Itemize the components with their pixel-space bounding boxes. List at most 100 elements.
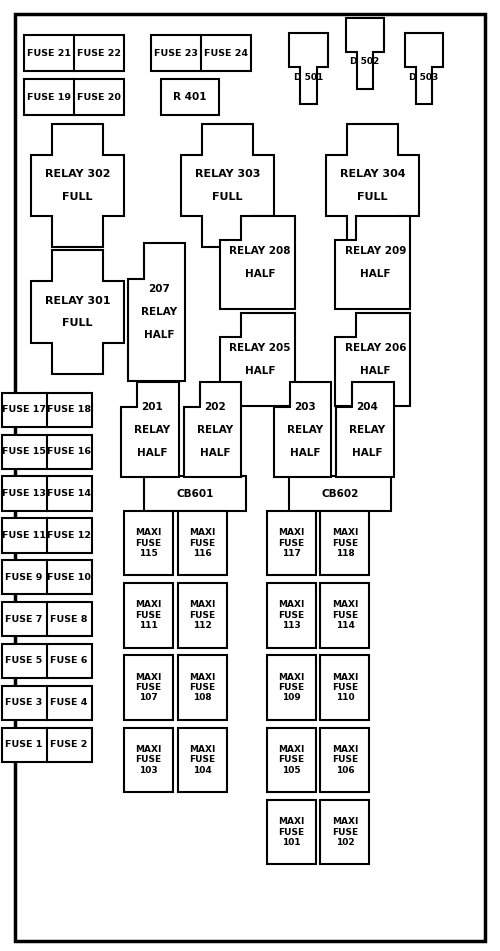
- Text: CB601: CB601: [176, 489, 214, 498]
- Polygon shape: [336, 382, 394, 477]
- Text: FUSE 23: FUSE 23: [154, 49, 198, 58]
- Bar: [178, 728, 226, 792]
- Text: MAXI
FUSE
105: MAXI FUSE 105: [278, 745, 304, 775]
- Text: RELAY 205: RELAY 205: [230, 343, 291, 353]
- Polygon shape: [31, 250, 124, 374]
- Bar: [151, 35, 251, 71]
- Bar: [2, 602, 92, 636]
- Text: MAXI
FUSE
102: MAXI FUSE 102: [332, 817, 358, 847]
- Bar: [124, 655, 172, 720]
- Text: R 401: R 401: [174, 92, 207, 102]
- Text: MAXI
FUSE
117: MAXI FUSE 117: [278, 528, 304, 558]
- Text: FUSE 14: FUSE 14: [47, 489, 91, 498]
- Bar: [161, 79, 219, 115]
- Text: 204: 204: [356, 402, 378, 412]
- Bar: [124, 511, 172, 575]
- Bar: [2, 686, 92, 720]
- Text: 207: 207: [148, 284, 170, 294]
- Bar: [24, 35, 124, 71]
- Text: FUSE 7: FUSE 7: [6, 614, 43, 624]
- Text: RELAY 304: RELAY 304: [340, 169, 406, 179]
- Text: FULL: FULL: [62, 192, 93, 202]
- Text: MAXI
FUSE
109: MAXI FUSE 109: [278, 672, 304, 703]
- Bar: [2, 476, 92, 511]
- Text: HALF: HALF: [137, 448, 168, 457]
- Text: RELAY: RELAY: [350, 425, 386, 435]
- Bar: [320, 655, 370, 720]
- Bar: [178, 583, 226, 648]
- Text: 201: 201: [142, 402, 164, 412]
- Text: RELAY: RELAY: [287, 425, 323, 435]
- Text: FUSE 13: FUSE 13: [2, 489, 46, 498]
- Text: CB602: CB602: [322, 489, 358, 498]
- Text: HALF: HALF: [200, 448, 230, 457]
- Text: MAXI
FUSE
104: MAXI FUSE 104: [189, 745, 215, 775]
- Text: RELAY: RELAY: [134, 425, 170, 435]
- Text: HALF: HALF: [290, 448, 320, 457]
- Bar: [289, 476, 391, 511]
- Text: HALF: HALF: [360, 366, 391, 376]
- Text: HALF: HALF: [245, 366, 276, 376]
- Polygon shape: [220, 313, 294, 406]
- Bar: [267, 800, 316, 864]
- Text: HALF: HALF: [144, 330, 174, 340]
- Polygon shape: [405, 32, 443, 104]
- Polygon shape: [184, 382, 241, 477]
- Polygon shape: [182, 124, 274, 247]
- Text: RELAY 301: RELAY 301: [45, 296, 110, 305]
- Text: FULL: FULL: [62, 319, 93, 328]
- Text: 202: 202: [204, 402, 226, 412]
- Text: FUSE 18: FUSE 18: [47, 405, 91, 415]
- Text: FUSE 21: FUSE 21: [27, 49, 71, 58]
- Bar: [320, 728, 370, 792]
- Text: FUSE 10: FUSE 10: [47, 573, 91, 582]
- Text: RELAY 206: RELAY 206: [345, 343, 406, 353]
- Bar: [267, 583, 316, 648]
- Text: FUSE 8: FUSE 8: [50, 614, 88, 624]
- Text: FUSE 17: FUSE 17: [2, 405, 46, 415]
- Text: RELAY 208: RELAY 208: [230, 246, 291, 256]
- Text: 203: 203: [294, 402, 316, 412]
- Bar: [320, 511, 370, 575]
- Text: FUSE 20: FUSE 20: [77, 92, 121, 102]
- Bar: [124, 583, 172, 648]
- Text: MAXI
FUSE
107: MAXI FUSE 107: [135, 672, 161, 703]
- Bar: [267, 655, 316, 720]
- Polygon shape: [335, 313, 410, 406]
- Bar: [2, 518, 92, 553]
- Bar: [320, 800, 370, 864]
- Text: MAXI
FUSE
108: MAXI FUSE 108: [189, 672, 215, 703]
- Bar: [2, 435, 92, 469]
- Bar: [267, 511, 316, 575]
- Text: MAXI
FUSE
114: MAXI FUSE 114: [332, 600, 358, 631]
- Bar: [320, 583, 370, 648]
- Polygon shape: [31, 124, 124, 247]
- Text: MAXI
FUSE
115: MAXI FUSE 115: [135, 528, 161, 558]
- Text: HALF: HALF: [245, 269, 276, 279]
- Text: FUSE 24: FUSE 24: [204, 49, 248, 58]
- Text: FUSE 11: FUSE 11: [2, 531, 46, 540]
- Text: FUSE 1: FUSE 1: [6, 740, 43, 749]
- Text: MAXI
FUSE
112: MAXI FUSE 112: [189, 600, 215, 631]
- Text: MAXI
FUSE
103: MAXI FUSE 103: [135, 745, 161, 775]
- Text: FUSE 5: FUSE 5: [6, 656, 43, 666]
- Text: MAXI
FUSE
116: MAXI FUSE 116: [189, 528, 215, 558]
- Polygon shape: [274, 382, 331, 477]
- Text: FUSE 2: FUSE 2: [50, 740, 88, 749]
- Text: MAXI
FUSE
106: MAXI FUSE 106: [332, 745, 358, 775]
- Polygon shape: [335, 216, 410, 309]
- Text: D 502: D 502: [350, 57, 380, 67]
- Bar: [24, 79, 124, 115]
- Text: FUSE 6: FUSE 6: [50, 656, 88, 666]
- Text: FUSE 16: FUSE 16: [47, 447, 91, 456]
- Text: RELAY 303: RELAY 303: [195, 169, 260, 179]
- Text: FUSE 15: FUSE 15: [2, 447, 46, 456]
- Bar: [2, 728, 92, 762]
- Bar: [124, 728, 172, 792]
- Bar: [2, 560, 92, 594]
- Text: FULL: FULL: [357, 192, 388, 202]
- Text: MAXI
FUSE
101: MAXI FUSE 101: [278, 817, 304, 847]
- Text: D 503: D 503: [410, 72, 438, 82]
- Text: MAXI
FUSE
113: MAXI FUSE 113: [278, 600, 304, 631]
- Bar: [2, 644, 92, 678]
